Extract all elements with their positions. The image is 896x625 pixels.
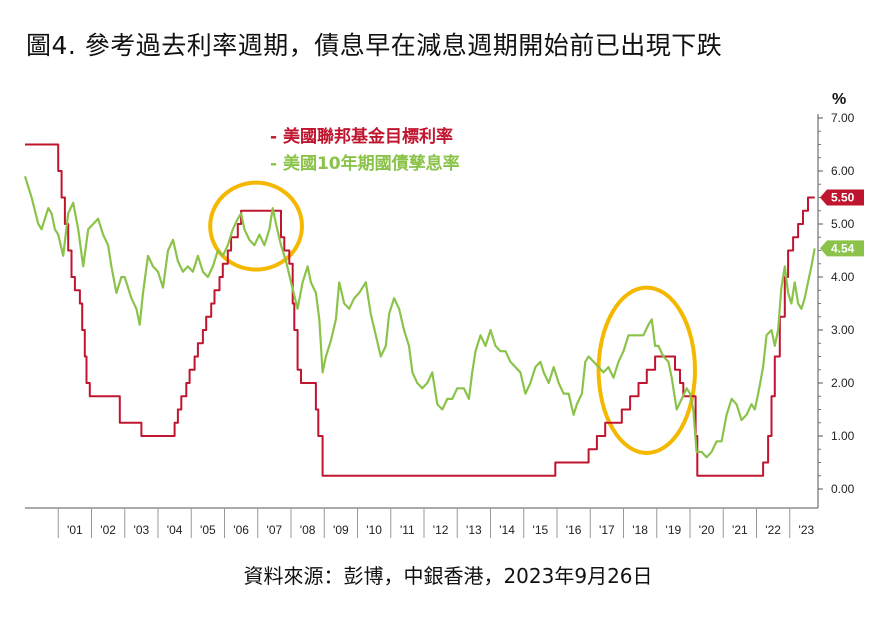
y-tick-label: 2.00 [831,376,855,390]
y-axis-unit: % [832,91,846,108]
x-tick-label: '04 [167,523,183,537]
x-tick-label: '11 [400,523,415,537]
y-tick-label: 7.00 [831,111,855,125]
x-tick-label: '20 [699,523,715,537]
series-layer [23,143,816,477]
x-tick-label: '16 [566,523,582,537]
x-tick-label: '02 [100,523,116,537]
x-tick-label: '19 [666,523,682,537]
x-tick-label: '18 [632,523,648,537]
fed-funds-rate-line [25,143,815,477]
x-tick-label: '15 [533,523,549,537]
x-tick-label: '12 [433,523,449,537]
end-tag-box [820,189,864,206]
x-tick-label: '08 [300,523,316,537]
legend-us-10y-yield: - 美國10年期國債孳息率 [270,153,460,174]
x-tick-label: '06 [233,523,249,537]
end-tag-value: 4.54 [831,241,855,255]
y-tick-label: 0.00 [831,482,855,496]
x-tick-label: '22 [765,523,781,537]
y-tick-label: 1.00 [831,429,855,443]
x-tick-label: '10 [366,523,382,537]
end-tag-value: 5.50 [831,191,855,205]
y-tick-label: 5.00 [831,217,855,231]
x-tick-label: '23 [799,523,815,537]
x-axis: '01 '02 '03 '04 '05 '06 '07 '08 '09 '10 '11 '12 '13 '… [25,507,818,538]
y-tick-label: 6.00 [831,164,855,178]
x-tick-label: '13 [466,523,482,537]
highlight-circles [208,180,697,455]
x-tick-label: '09 [333,523,349,537]
x-tick-label: '05 [200,523,216,537]
legend: - 美國聯邦基金目標利率 - 美國10年期國債孳息率 [270,126,460,174]
x-tick-label: '03 [134,523,150,537]
x-tick-label: '21 [732,523,748,537]
end-tag-box [820,240,864,257]
highlight-2018-2019 [596,285,697,455]
chart-canvas: 0.00 1.00 2.00 3.00 4.00 5.00 6.00 7.00% '01 '02… [23,91,864,538]
x-tick-label: '01 [67,523,83,537]
x-tick-label: '07 [267,523,283,537]
legend-fed-funds-rate: - 美國聯邦基金目標利率 [270,126,453,147]
y-tick-label: 4.00 [831,270,855,284]
y-axis: 0.00 1.00 2.00 3.00 4.00 5.00 6.00 7.00% [817,91,855,508]
end-tag-fed-funds: 5.50 [820,189,864,206]
us-10y-yield-line [23,175,816,459]
highlight-2006-2007 [208,180,304,272]
end-labels: 5.50 4.54 [820,189,864,257]
end-tag-us-10y: 4.54 [820,240,864,257]
x-tick-label: '17 [599,523,615,537]
chart-title: 圖4. 參考過去利率週期，債息早在減息週期開始前已出現下跌 [26,31,723,60]
y-tick-label: 3.00 [831,323,855,337]
source-note: 資料來源：彭博，中銀香港，2023年9月26日 [243,564,653,588]
x-tick-label: '14 [499,523,515,537]
